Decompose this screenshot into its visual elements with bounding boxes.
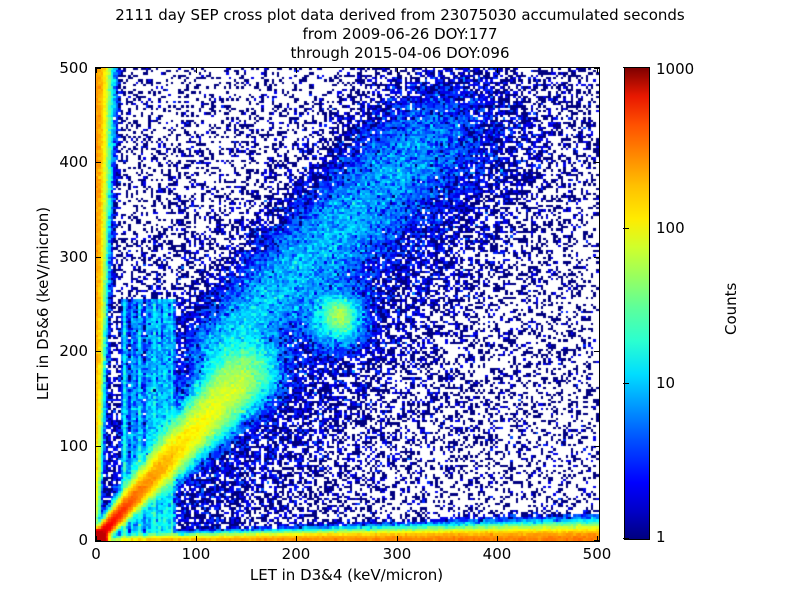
xticklabel-200: 200 [281,545,311,563]
colorbar-gradient [624,67,650,540]
ytick-right-200 [594,351,599,352]
ytick-500 [96,68,101,69]
y-axis-label: LET in D5&6 (keV/micron) [34,206,52,401]
ytick-right-0 [594,540,599,541]
plot-area[interactable] [95,67,600,542]
xtick-400 [497,536,498,541]
xtick-500 [597,536,598,541]
xtick-top-100 [196,68,197,73]
xticklabel-300: 300 [382,545,412,563]
colorbar-ticklabel-1: 1 [656,528,666,546]
ytick-400 [96,162,101,163]
ytick-0 [96,540,101,541]
ytick-300 [96,257,101,258]
yticklabel-200: 200 [59,342,88,360]
ytick-right-400 [594,162,599,163]
colorbar-tick-100 [623,228,629,229]
xtick-top-300 [397,68,398,73]
xtick-200 [296,536,297,541]
title-line-2: from 2009-06-26 DOY:177 [302,25,498,43]
xticklabel-500: 500 [582,545,612,563]
ytick-200 [96,351,101,352]
chart-title: 2111 day SEP cross plot data derived fro… [0,6,800,63]
xtick-top-200 [296,68,297,73]
xticklabel-0: 0 [91,545,101,563]
colorbar[interactable]: 1000 100 10 1 [623,60,694,546]
yticklabel-100: 100 [59,437,88,455]
colorbar-tick-1 [623,538,629,539]
yticklabel-300: 300 [59,248,88,266]
xtick-top-400 [497,68,498,73]
xticklabel-100: 100 [181,545,211,563]
ytick-right-100 [594,446,599,447]
xtick-top-500 [597,68,598,73]
title-line-1-visible: 2111 day SEP cross plot data derived fro… [115,6,685,24]
colorbar-ticklabel-1000: 1000 [656,60,695,78]
xtick-0 [96,536,97,541]
xtick-top-0 [96,68,97,73]
xticklabel-400: 400 [482,545,512,563]
title-line-3: through 2015-04-06 DOY:096 [290,44,510,62]
yticklabel-400: 400 [59,153,88,171]
ytick-right-300 [594,257,599,258]
colorbar-ticklabel-10: 10 [656,374,676,392]
colorbar-ticklabel-100: 100 [656,219,685,237]
ytick-100 [96,446,101,447]
x-axis-label: LET in D3&4 (keV/micron) [249,566,444,584]
colorbar-tick-10 [623,383,629,384]
density-heatmap [96,68,599,541]
ytick-right-500 [594,68,599,69]
yticklabel-0: 0 [78,531,88,549]
colorbar-tick-1000 [623,67,629,68]
xtick-100 [196,536,197,541]
colorbar-axis-label: Counts [722,282,740,335]
xtick-300 [397,536,398,541]
yticklabel-500: 500 [59,59,88,77]
